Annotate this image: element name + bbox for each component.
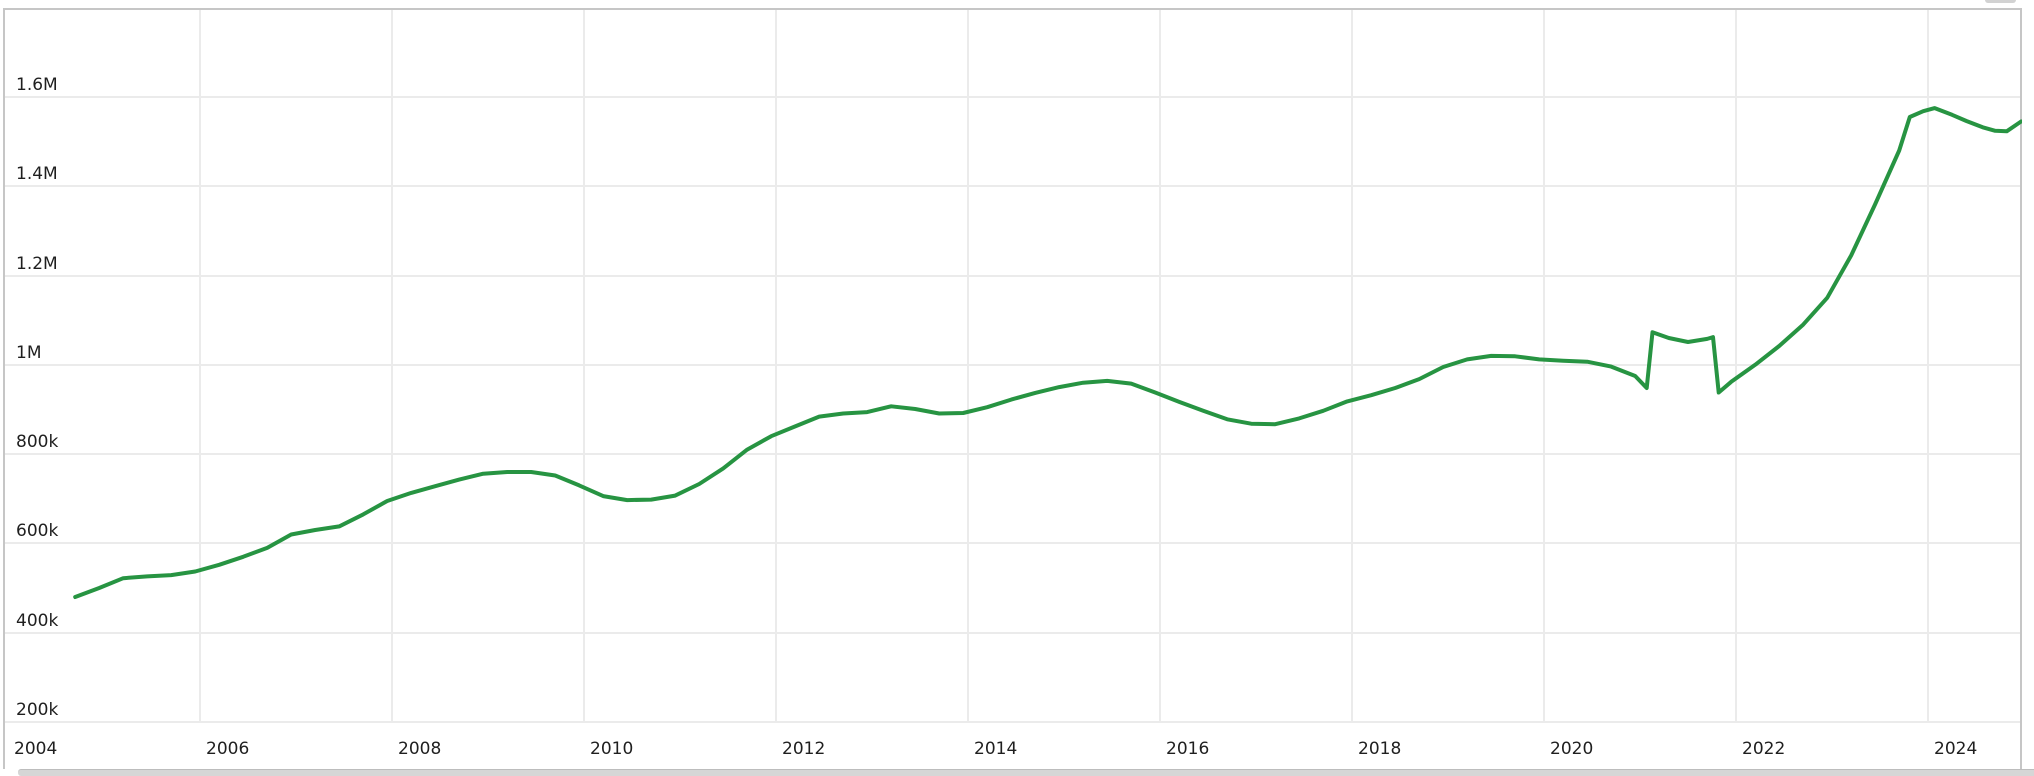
x-axis-label: 2014 (974, 739, 1018, 759)
y-gridline (4, 453, 2020, 456)
y-gridline (4, 274, 2020, 277)
y-axis-label: 200k (16, 700, 59, 720)
x-gridline (1351, 10, 1353, 722)
x-axis-label: 2020 (1550, 739, 1594, 759)
y-gridline (4, 721, 2020, 723)
horizontal-scrollbar[interactable] (18, 769, 2034, 776)
x-gridline (583, 10, 585, 722)
x-gridline (1543, 10, 1545, 722)
y-gridline (4, 185, 2020, 188)
y-gridline (4, 363, 2020, 366)
x-axis-label: 2012 (782, 739, 826, 759)
x-gridline (1927, 10, 1929, 722)
y-axis-label: 1.4M (16, 164, 58, 185)
x-gridline (967, 10, 969, 722)
y-axis-label: 1M (16, 342, 42, 363)
x-axis-label: 2004 (14, 739, 58, 759)
x-axis-label: 2010 (590, 739, 634, 759)
x-gridline (1159, 10, 1161, 722)
x-gridline (1735, 10, 1737, 722)
y-axis-label: 600k (16, 521, 59, 542)
data-line (73, 106, 2022, 599)
y-gridline (4, 631, 2020, 634)
x-gridline (391, 10, 393, 722)
x-axis-label: 2024 (1934, 739, 1978, 759)
x-axis-label: 2006 (206, 739, 250, 759)
x-gridline (775, 10, 777, 722)
chart-frame (3, 8, 2022, 769)
y-gridline (4, 542, 2020, 545)
x-axis-label: 2018 (1358, 739, 1402, 759)
x-axis-label: 2022 (1742, 739, 1786, 759)
x-gridline (199, 10, 201, 722)
clipped-toolbar-button-fragment[interactable] (1985, 0, 2016, 3)
y-axis-label: 400k (16, 610, 59, 631)
x-axis-label: 2016 (1166, 739, 1210, 759)
x-axis-label: 2008 (398, 739, 442, 759)
y-gridline (4, 95, 2020, 98)
y-axis-label: 800k (16, 432, 59, 453)
y-axis-label: 1.6M (16, 74, 58, 95)
y-axis-label: 1.2M (16, 253, 58, 274)
